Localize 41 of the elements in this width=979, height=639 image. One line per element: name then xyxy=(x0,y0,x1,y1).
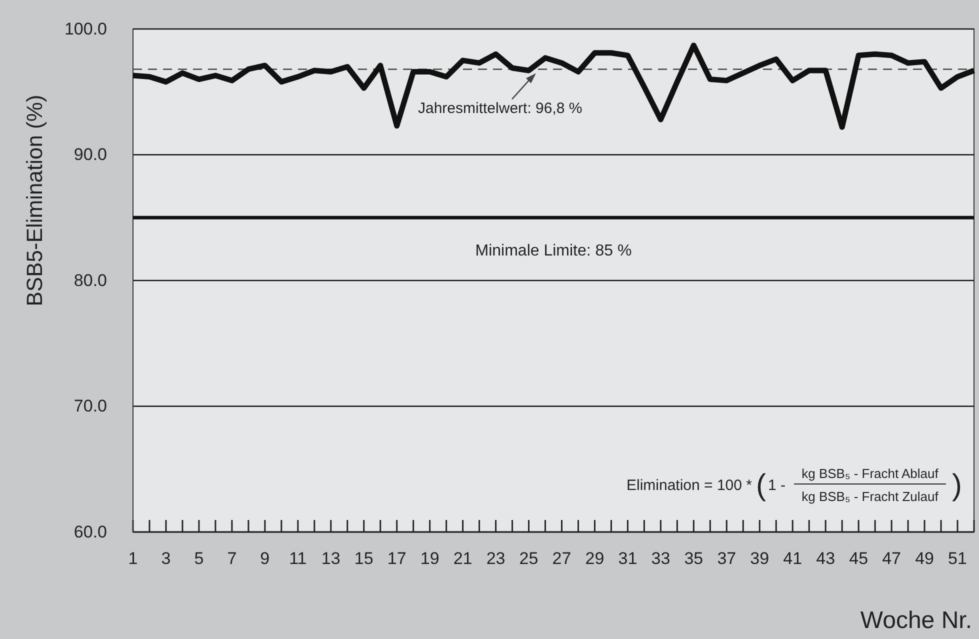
x-tick-label: 17 xyxy=(387,549,406,568)
x-tick-label: 13 xyxy=(321,549,340,568)
y-axis-title: BSB5-Elimination (%) xyxy=(22,94,47,306)
x-tick-label: 47 xyxy=(882,549,902,568)
x-tick-label: 39 xyxy=(750,549,770,568)
x-axis-title: Woche Nr. xyxy=(860,607,972,634)
legend-label: Jahresmittelwert: 96,8 % xyxy=(418,100,582,118)
x-tick-label: 1 xyxy=(128,549,138,568)
y-tick-label: 90.0 xyxy=(74,145,107,164)
x-tick-label: 29 xyxy=(585,549,604,568)
x-tick-label: 21 xyxy=(453,549,472,568)
x-tick-label: 15 xyxy=(354,549,374,568)
x-tick-label: 5 xyxy=(194,549,204,568)
x-tick-label: 27 xyxy=(552,549,572,568)
x-tick-label: 33 xyxy=(651,549,670,568)
y-tick-label: 70.0 xyxy=(74,396,107,416)
ref-line-label: Minimale Limite: 85 % xyxy=(475,242,632,260)
x-tick-label: 3 xyxy=(161,549,171,568)
x-tick-label: 23 xyxy=(486,549,506,568)
annotation: Elimination = 100 * xyxy=(626,477,752,494)
x-tick-label: 51 xyxy=(948,549,967,568)
annotation: ( xyxy=(756,469,766,502)
annotation: kg BSB₅ - Fracht Zulauf xyxy=(802,489,939,504)
x-tick-label: 43 xyxy=(816,549,836,568)
annotation: kg BSB₅ - Fracht Ablauf xyxy=(802,466,939,481)
x-tick-label: 25 xyxy=(519,549,538,568)
y-tick-label: 100.0 xyxy=(64,19,107,38)
y-tick-label: 80.0 xyxy=(74,270,107,290)
x-tick-label: 45 xyxy=(849,549,868,568)
x-tick-label: 41 xyxy=(783,549,802,568)
x-tick-label: 11 xyxy=(289,549,307,568)
x-tick-label: 31 xyxy=(618,549,638,568)
x-tick-label: 19 xyxy=(420,549,440,568)
x-tick-label: 9 xyxy=(260,549,270,568)
x-tick-label: 7 xyxy=(227,549,237,568)
x-tick-label: 35 xyxy=(684,549,704,568)
x-tick-label: 49 xyxy=(915,549,934,568)
annotation: ) xyxy=(952,469,962,502)
y-tick-label: 60.0 xyxy=(74,522,107,542)
annotation: 1 - xyxy=(768,477,786,494)
x-tick-label: 37 xyxy=(717,549,736,568)
